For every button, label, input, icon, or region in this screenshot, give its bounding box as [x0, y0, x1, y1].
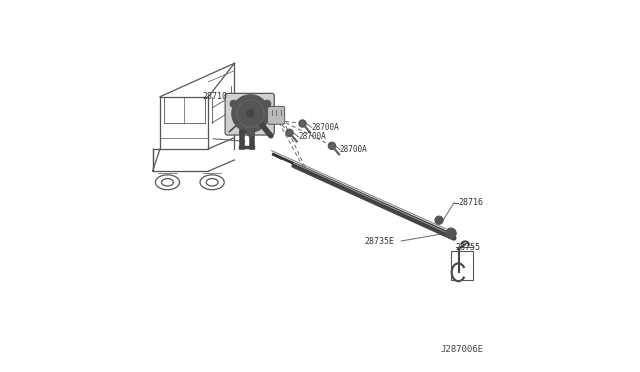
Bar	[451, 251, 472, 280]
FancyBboxPatch shape	[225, 93, 275, 135]
Circle shape	[246, 110, 254, 117]
Circle shape	[230, 100, 237, 108]
Circle shape	[437, 218, 441, 222]
Circle shape	[301, 122, 305, 125]
Text: J287006E: J287006E	[441, 345, 484, 354]
Circle shape	[286, 129, 293, 137]
Text: 28735E: 28735E	[365, 237, 395, 246]
Text: 28716: 28716	[458, 198, 483, 207]
Circle shape	[243, 105, 259, 122]
Circle shape	[299, 120, 306, 127]
Text: 28755: 28755	[456, 243, 481, 252]
Text: 28700A: 28700A	[340, 145, 367, 154]
Circle shape	[445, 228, 456, 238]
Circle shape	[246, 129, 254, 137]
Circle shape	[330, 144, 334, 148]
Circle shape	[287, 131, 291, 135]
FancyBboxPatch shape	[268, 106, 285, 124]
Circle shape	[264, 100, 271, 108]
Text: 28710: 28710	[203, 92, 228, 101]
Circle shape	[449, 231, 454, 236]
Circle shape	[435, 216, 443, 224]
Text: 28700A: 28700A	[312, 123, 339, 132]
Circle shape	[328, 142, 335, 150]
Circle shape	[232, 95, 269, 132]
Text: 28700A: 28700A	[298, 132, 326, 141]
